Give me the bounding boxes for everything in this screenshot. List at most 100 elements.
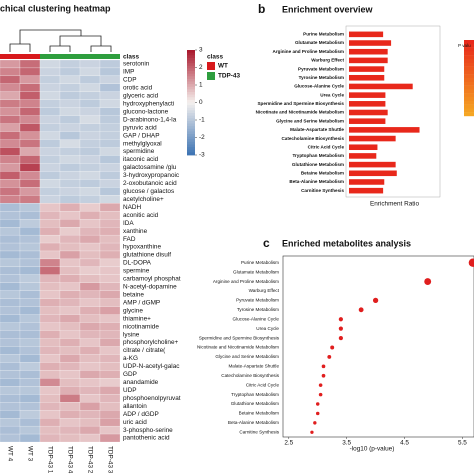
colorbar-step — [464, 89, 474, 94]
row-label: xanthine — [123, 228, 148, 235]
row-label: phosphorylcholine+ — [123, 339, 179, 346]
bar — [349, 57, 388, 64]
heatmap-cell — [39, 402, 61, 411]
y-tick-label: Citric Acid Cycle — [308, 144, 345, 149]
heatmap-cell — [99, 354, 121, 363]
column-label: WT 3 — [26, 446, 33, 462]
heatmap-cell — [79, 306, 101, 315]
row-label: anandamide — [123, 379, 159, 386]
heatmap-cell — [99, 75, 121, 84]
heatmap-cell — [0, 378, 21, 387]
heatmap-cell — [19, 171, 41, 180]
heatmap-cell — [0, 59, 21, 69]
colorbar-step — [464, 55, 474, 60]
class-cell — [60, 54, 80, 59]
heatmap-cell — [0, 115, 21, 124]
colorbar-step — [187, 105, 195, 109]
row-label: serotonin — [123, 61, 150, 68]
heatmap-cell — [19, 402, 41, 411]
dendrogram — [9, 29, 112, 52]
y-tick-label: Urea Cycle — [320, 92, 344, 97]
heatmap-cell — [19, 203, 41, 212]
heatmap-cell — [19, 425, 41, 435]
heatmap-cell — [59, 115, 81, 124]
heatmap-cell — [79, 394, 101, 403]
class-cell — [100, 54, 120, 59]
y-tick-label: Catecholamine Biosynthesis — [221, 373, 279, 378]
row-label: orotic acid — [123, 85, 153, 92]
row-label: IDA — [123, 220, 134, 227]
heatmap-cell — [79, 67, 101, 77]
y-tick-label: Betaine Metabolism — [239, 411, 280, 416]
heatmap-cell — [99, 163, 121, 172]
column-label: TDP-43 2 — [86, 446, 93, 474]
heatmap-cell — [59, 386, 81, 395]
heatmap-cell — [0, 418, 21, 427]
heatmap-cell — [79, 290, 101, 299]
y-tick-label: Glycine and Serine Metabolism — [215, 354, 279, 359]
heatmap-cell — [59, 171, 81, 180]
heatmap-cell — [39, 298, 61, 307]
heatmap-cell — [0, 107, 21, 116]
heatmap-cell — [39, 131, 61, 140]
row-label: NADH — [123, 204, 141, 211]
y-tick-label: Beta-Alanine Metabolism — [289, 179, 344, 184]
heatmap-cell — [99, 338, 121, 347]
bar — [349, 83, 413, 90]
heatmap-cell — [0, 187, 21, 196]
bar — [349, 48, 388, 55]
heatmap-cell — [0, 290, 21, 299]
dot — [318, 383, 323, 387]
row-label: FAD — [123, 236, 136, 243]
colorbar-step — [464, 59, 474, 63]
heatmap-cell — [99, 346, 121, 355]
row-label: 3-phospho-serine — [123, 427, 173, 434]
heatmap-cell — [39, 75, 61, 84]
heatmap-cell — [0, 362, 21, 371]
dot — [424, 278, 432, 286]
heatmap-cell — [99, 410, 121, 419]
heatmap-cell — [79, 115, 101, 124]
row-label: spermine — [123, 268, 150, 275]
class-label: class — [123, 54, 139, 61]
heatmap-cell — [59, 306, 81, 315]
colorbar-step — [464, 85, 474, 90]
heatmap-cell — [59, 219, 81, 228]
heatmap-cell — [99, 378, 121, 387]
heatmap-cell — [39, 242, 61, 252]
colorbar-step — [187, 128, 195, 132]
heatmap-cell — [0, 179, 21, 188]
heatmap-cell — [59, 314, 81, 323]
colorbar-step — [187, 97, 195, 101]
heatmap-cell — [19, 378, 41, 387]
heatmap-cell — [59, 75, 81, 84]
heatmap-cell — [0, 370, 21, 379]
colorbar-step — [187, 86, 195, 90]
heatmap-cell — [79, 179, 101, 188]
y-tick-label: Arginine and Proline Metabolism — [213, 279, 279, 284]
heatmap-cell — [19, 330, 41, 339]
heatmap-cell — [79, 107, 101, 116]
heatmap-cell — [79, 131, 101, 140]
panel-letter: c — [263, 236, 270, 250]
heatmap-cell — [19, 418, 41, 427]
y-tick-label: Warburg Effect — [311, 58, 344, 63]
colorbar-step — [187, 147, 195, 151]
heatmap-cell — [79, 227, 101, 236]
heatmap-cell — [59, 155, 81, 164]
y-tick-label: Beta-Alanine Metabolism — [228, 420, 279, 425]
y-tick-label: Nicotinate and Nicotinamide Metabolism — [197, 345, 279, 350]
colorbar-step — [187, 68, 195, 72]
heatmap-cell — [39, 258, 61, 268]
heatmap-cell — [99, 306, 121, 315]
colorbar-step — [187, 126, 195, 130]
chart-title: chical clustering heatmap — [0, 3, 111, 13]
colorbar-step — [464, 104, 474, 109]
y-tick-label: Malate-Aspartate Shuttle — [290, 127, 344, 132]
colorbar-step — [187, 78, 195, 82]
heatmap-cell — [79, 163, 101, 172]
heatmap-cell — [39, 362, 61, 371]
heatmap-cell — [59, 425, 81, 435]
heatmap-cell — [99, 250, 121, 260]
heatmap-cell — [0, 131, 21, 140]
